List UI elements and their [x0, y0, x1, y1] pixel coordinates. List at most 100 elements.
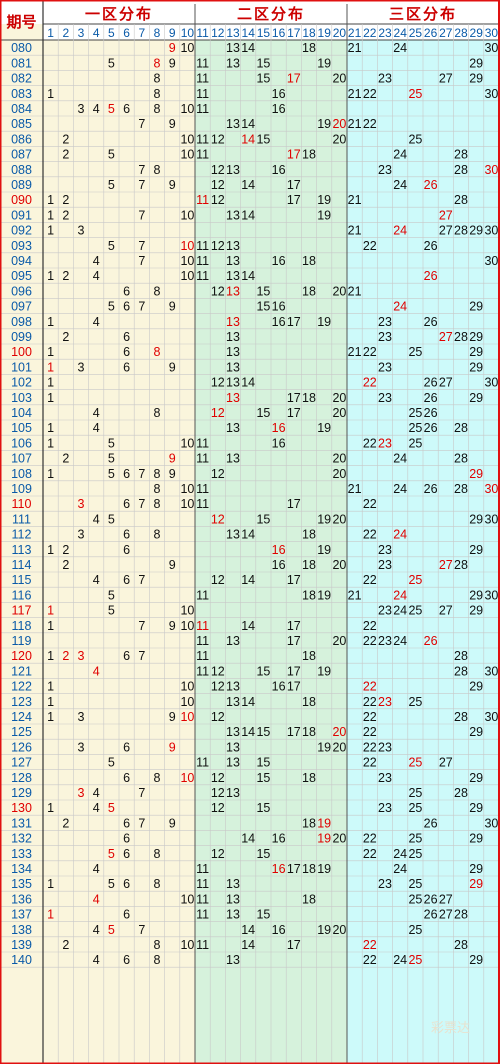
drawn-number: 11 [196, 436, 209, 450]
drawn-number: 1 [47, 619, 54, 633]
drawn-number: 5 [108, 847, 115, 861]
period-label: 122 [11, 680, 32, 694]
drawn-number: 5 [108, 801, 115, 815]
drawn-number: 30 [484, 163, 498, 177]
drawn-number: 10 [180, 482, 194, 496]
drawn-number: 29 [469, 801, 483, 815]
drawn-number: 22 [363, 345, 377, 359]
drawn-number: 7 [138, 300, 145, 314]
period-label: 100 [11, 345, 32, 359]
drawn-number: 13 [226, 953, 240, 967]
drawn-number: 19 [317, 315, 331, 329]
drawn-number: 23 [378, 558, 392, 572]
drawn-number: 21 [348, 284, 362, 298]
drawn-number: 6 [123, 771, 130, 785]
drawn-number: 9 [169, 619, 176, 633]
drawn-number: 24 [393, 528, 407, 542]
period-header: 期号 [6, 13, 36, 31]
drawn-number: 13 [226, 725, 240, 739]
drawn-number: 17 [287, 406, 301, 420]
drawn-number: 14 [241, 938, 255, 952]
drawn-number: 25 [408, 877, 422, 891]
drawn-number: 29 [469, 467, 483, 481]
drawn-number: 2 [62, 938, 69, 952]
drawn-number: 5 [108, 178, 115, 192]
drawn-number: 22 [363, 725, 377, 739]
drawn-number: 3 [78, 360, 85, 374]
drawn-number: 23 [378, 543, 392, 557]
drawn-number: 18 [302, 41, 316, 55]
drawn-number: 4 [93, 421, 100, 435]
drawn-number: 24 [393, 953, 407, 967]
drawn-number: 17 [287, 193, 301, 207]
period-label: 139 [11, 938, 32, 952]
drawn-number: 7 [138, 816, 145, 830]
drawn-number: 6 [123, 740, 130, 754]
period-label: 082 [11, 72, 32, 86]
period-label: 087 [11, 148, 32, 162]
drawn-number: 13 [226, 452, 240, 466]
drawn-number: 15 [256, 406, 270, 420]
drawn-number: 8 [154, 406, 161, 420]
period-label: 102 [11, 376, 32, 390]
drawn-number: 22 [363, 376, 377, 390]
drawn-number: 30 [484, 512, 498, 526]
drawn-number: 5 [108, 923, 115, 937]
drawn-number: 9 [169, 178, 176, 192]
drawn-number: 15 [256, 725, 270, 739]
drawn-number: 27 [439, 224, 453, 238]
drawn-number: 25 [408, 892, 422, 906]
drawn-number: 24 [393, 178, 407, 192]
drawn-number: 24 [393, 224, 407, 238]
drawn-number: 26 [424, 816, 438, 830]
drawn-number: 17 [287, 178, 301, 192]
drawn-number: 15 [256, 512, 270, 526]
drawn-number: 20 [332, 117, 346, 131]
drawn-number: 1 [47, 543, 54, 557]
drawn-number: 2 [62, 558, 69, 572]
drawn-number: 24 [393, 588, 407, 602]
drawn-number: 4 [93, 953, 100, 967]
drawn-number: 25 [408, 832, 422, 846]
drawn-number: 1 [47, 224, 54, 238]
drawn-number: 12 [211, 847, 225, 861]
drawn-number: 16 [272, 421, 286, 435]
period-label: 093 [11, 239, 32, 253]
drawn-number: 6 [123, 877, 130, 891]
drawn-number: 12 [211, 786, 225, 800]
drawn-number: 8 [154, 284, 161, 298]
drawn-number: 11 [196, 664, 209, 678]
drawn-number: 13 [226, 345, 240, 359]
drawn-number: 25 [408, 406, 422, 420]
drawn-number: 18 [302, 148, 316, 162]
drawn-number: 2 [62, 330, 69, 344]
drawn-number: 20 [332, 391, 346, 405]
drawn-number: 25 [408, 801, 422, 815]
drawn-number: 1 [47, 421, 54, 435]
drawn-number: 6 [123, 649, 130, 663]
drawn-number: 15 [256, 132, 270, 146]
drawn-number: 22 [363, 680, 377, 694]
drawn-number: 10 [180, 254, 194, 268]
drawn-number: 9 [169, 816, 176, 830]
period-label: 084 [11, 102, 32, 116]
drawn-number: 8 [154, 467, 161, 481]
drawn-number: 22 [363, 87, 377, 101]
drawn-number: 1 [47, 315, 54, 329]
drawn-number: 12 [211, 680, 225, 694]
zone-header-1: 一区分布 [85, 5, 153, 23]
drawn-number: 27 [439, 604, 453, 618]
drawn-number: 10 [180, 710, 194, 724]
drawn-number: 20 [332, 923, 346, 937]
zone-3-background [347, 24, 500, 1064]
drawn-number: 17 [287, 680, 301, 694]
drawn-number: 10 [180, 148, 194, 162]
drawn-number: 7 [138, 497, 145, 511]
drawn-number: 19 [317, 588, 331, 602]
drawn-number: 21 [348, 117, 362, 131]
drawn-number: 29 [469, 862, 483, 876]
drawn-number: 29 [469, 360, 483, 374]
drawn-number: 26 [424, 634, 438, 648]
drawn-number: 5 [108, 452, 115, 466]
drawn-number: 29 [469, 588, 483, 602]
